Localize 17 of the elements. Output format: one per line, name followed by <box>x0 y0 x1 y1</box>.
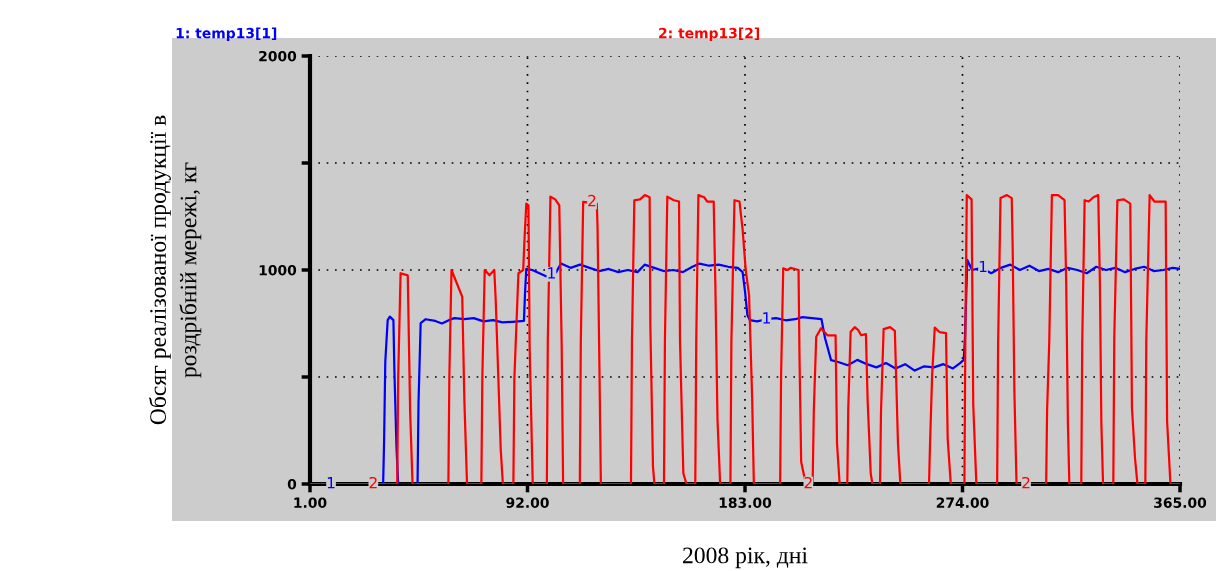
x-tick-label: 183.00 <box>719 497 772 508</box>
y-axis-title: Обсяг реалізованої продукції в роздрібній мережі, кг <box>148 115 202 425</box>
annotation: 2 <box>588 194 596 207</box>
x-tick-label: 365.00 <box>1154 497 1207 508</box>
annotation: 2 <box>1022 476 1030 489</box>
annotation: 1 <box>327 477 335 489</box>
x-tick-label: 274.00 <box>936 497 989 508</box>
annotation: 2 <box>369 476 377 489</box>
y-tick-label: 0 <box>287 478 297 490</box>
x-tick-label: 1.00 <box>294 497 327 508</box>
text: 1: temp13[1] <box>176 27 277 42</box>
y-tick-label: 1000 <box>259 264 297 276</box>
x-tick-label: 92.00 <box>506 497 549 508</box>
annotation: 1 <box>548 267 555 279</box>
x-axis-title: 2008 рік, дні <box>683 547 808 569</box>
text: 2: temp13[2] <box>659 27 760 42</box>
y-tick-label: 2000 <box>259 50 297 62</box>
